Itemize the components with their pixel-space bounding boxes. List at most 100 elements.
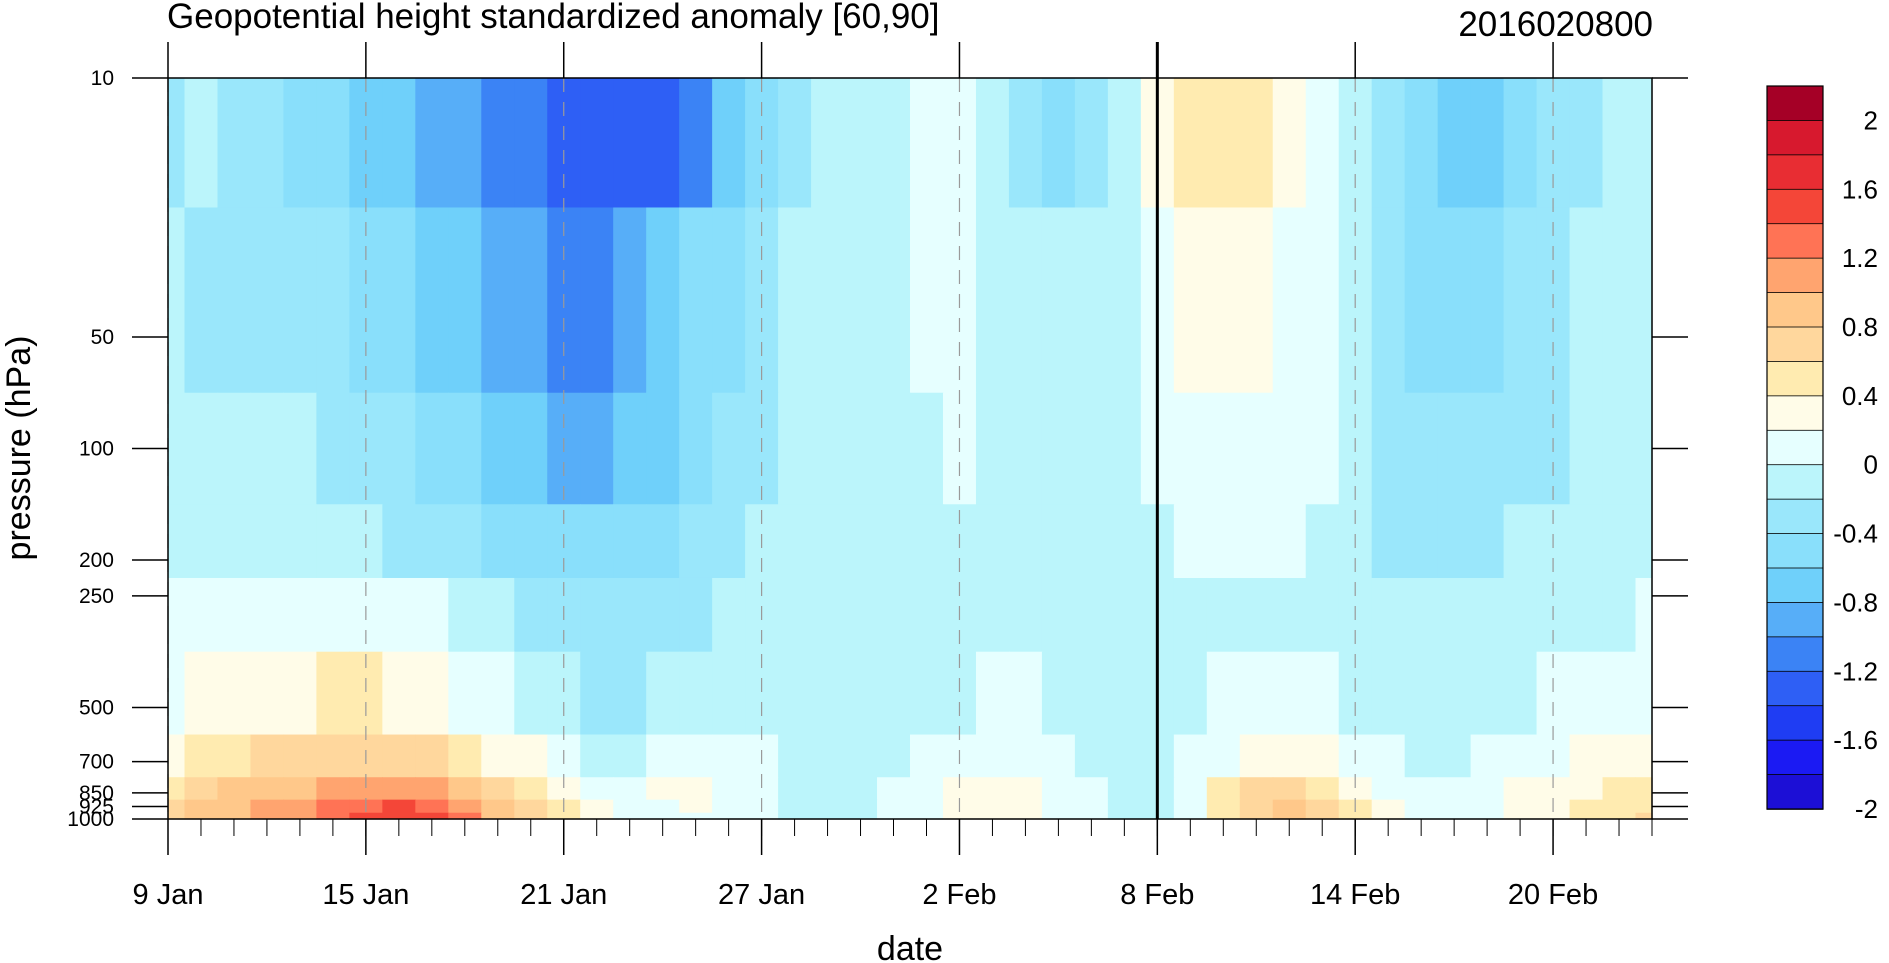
heatmap-cell — [1437, 392, 1472, 505]
heatmap-cell — [250, 651, 285, 736]
heatmap-cell — [778, 812, 812, 820]
heatmap-cell — [1041, 504, 1076, 579]
heatmap-cell — [1437, 651, 1472, 736]
heatmap-cell — [1041, 78, 1076, 209]
heatmap-cell — [415, 207, 449, 394]
heatmap-cell — [1173, 78, 1208, 209]
x-tick-label: 27 Jan — [718, 879, 805, 911]
x-tick-label: 15 Jan — [322, 879, 409, 911]
heatmap-cell — [1239, 504, 1274, 579]
heatmap-cell — [646, 812, 680, 820]
heatmap-cell — [1008, 812, 1043, 820]
heatmap-cell — [1503, 651, 1538, 736]
heatmap-cell — [1272, 577, 1307, 653]
heatmap-cell — [415, 734, 449, 778]
heatmap-cell — [382, 207, 416, 394]
heatmap-cell — [1239, 577, 1274, 653]
heatmap-cell — [1569, 78, 1604, 209]
heatmap-cell — [349, 812, 383, 820]
heatmap-cell — [1635, 777, 1653, 801]
heatmap-cell — [613, 577, 647, 653]
heatmap-cell — [514, 504, 548, 579]
heatmap-cell — [316, 799, 350, 814]
heatmap-cell — [646, 78, 680, 209]
heatmap-cell — [448, 734, 482, 778]
heatmap-cell — [1074, 651, 1109, 736]
heatmap-cell — [1569, 734, 1604, 778]
heatmap-cell — [778, 504, 812, 579]
heatmap-cell — [184, 207, 219, 394]
heatmap-cell — [481, 392, 515, 505]
heatmap-cell — [415, 78, 449, 209]
heatmap-cell — [580, 812, 614, 820]
heatmap-cell — [1437, 799, 1472, 814]
heatmap-cell — [217, 504, 252, 579]
heatmap-cell — [844, 504, 878, 579]
heatmap-cell — [679, 392, 713, 505]
heatmap-cell — [580, 799, 614, 814]
heatmap-cell — [811, 577, 845, 653]
heatmap-cell — [1206, 812, 1241, 820]
colorbar-label: 1.6 — [1842, 174, 1878, 204]
heatmap-cell — [1470, 812, 1505, 820]
heatmap-cell — [1041, 799, 1076, 814]
y-tick-label: 1000 — [67, 808, 114, 831]
heatmap-cell — [250, 207, 285, 394]
heatmap-cell — [1041, 207, 1076, 394]
heatmap-cell — [1470, 392, 1505, 505]
heatmap-cell — [1272, 799, 1307, 814]
heatmap-cell — [1239, 812, 1274, 820]
heatmap-cell — [1107, 504, 1142, 579]
heatmap-cell — [712, 651, 746, 736]
colorbar-swatch — [1766, 120, 1824, 156]
heatmap-cell — [514, 392, 548, 505]
heatmap-cell — [811, 812, 845, 820]
heatmap-cell — [1107, 799, 1142, 814]
heatmap-cell — [1371, 799, 1406, 814]
heatmap-cell — [1239, 734, 1274, 778]
heatmap-cell — [1437, 504, 1472, 579]
heatmap-cell — [1239, 651, 1274, 736]
heatmap-cell — [168, 577, 186, 653]
x-tick-label: 8 Feb — [1120, 879, 1194, 911]
colorbar-label: -1.6 — [1833, 725, 1878, 755]
heatmap-cell — [679, 78, 713, 209]
heatmap-cell — [975, 207, 1010, 394]
heatmap-cell — [844, 577, 878, 653]
heatmap-cell — [844, 799, 878, 814]
heatmap-cell — [877, 799, 911, 814]
heatmap-cell — [1569, 207, 1604, 394]
heatmap-cell — [1206, 799, 1241, 814]
heatmap-cell — [975, 577, 1010, 653]
heatmap-cell — [1041, 392, 1076, 505]
heatmap-cell — [580, 207, 614, 394]
heatmap-cell — [1371, 504, 1406, 579]
colorbar-swatch — [1766, 292, 1824, 328]
heatmap-cell — [1437, 207, 1472, 394]
heatmap-cell — [942, 777, 977, 801]
y-tick-label: 500 — [79, 696, 114, 719]
heatmap-cell — [1470, 577, 1505, 653]
x-tick-label: 2 Feb — [922, 879, 996, 911]
heatmap-cell — [1239, 777, 1274, 801]
heatmap-cell — [1305, 577, 1340, 653]
heatmap-cell — [415, 812, 449, 820]
heatmap-cell — [877, 734, 911, 778]
heatmap-cell — [1305, 651, 1340, 736]
heatmap-cell — [679, 504, 713, 579]
heatmap-cell — [811, 799, 845, 814]
heatmap-cell — [1635, 577, 1653, 653]
heatmap-cell — [778, 392, 812, 505]
heatmap-cell — [580, 504, 614, 579]
heatmap-cell — [942, 78, 977, 209]
colorbar-label: 2 — [1864, 105, 1878, 135]
heatmap-cell — [1206, 651, 1241, 736]
heatmap-cell — [217, 207, 252, 394]
heatmap-cell — [1305, 777, 1340, 801]
heatmap-cell — [646, 799, 680, 814]
heatmap-cell — [1569, 504, 1604, 579]
heatmap-cell — [646, 207, 680, 394]
heatmap-cell — [448, 207, 482, 394]
heatmap-cell — [547, 812, 581, 820]
heatmap-cell — [382, 799, 416, 814]
